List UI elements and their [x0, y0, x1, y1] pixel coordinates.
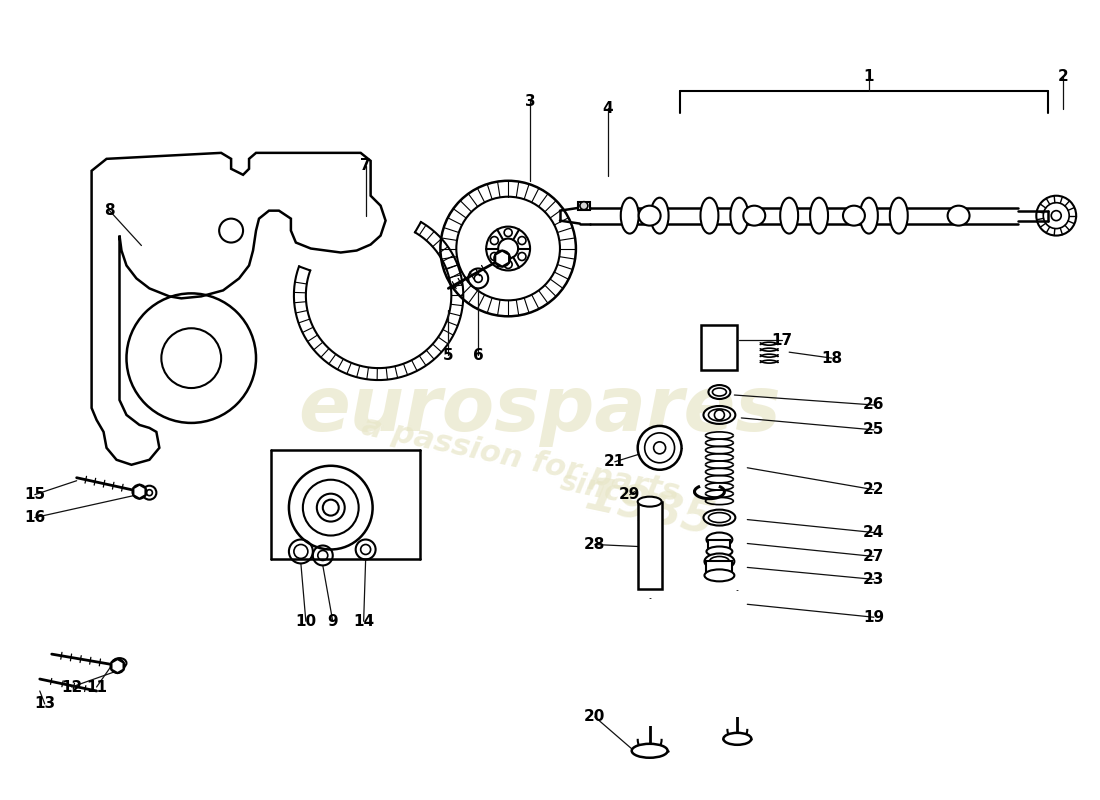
Ellipse shape: [704, 406, 736, 424]
Text: 23: 23: [864, 572, 884, 587]
Ellipse shape: [810, 198, 828, 234]
Ellipse shape: [843, 206, 865, 226]
Ellipse shape: [631, 744, 668, 758]
Text: 3: 3: [525, 94, 536, 109]
Text: since: since: [558, 467, 642, 512]
Text: 7: 7: [361, 158, 371, 174]
Ellipse shape: [860, 198, 878, 234]
Ellipse shape: [650, 198, 669, 234]
Text: 1: 1: [864, 69, 874, 84]
Text: 4: 4: [603, 101, 613, 115]
Ellipse shape: [724, 733, 751, 745]
Text: 11: 11: [86, 679, 107, 694]
Text: 22: 22: [864, 482, 884, 497]
Bar: [706, 562, 733, 575]
Ellipse shape: [639, 206, 661, 226]
Text: 29: 29: [619, 487, 640, 502]
Text: 17: 17: [771, 333, 793, 348]
Text: 12: 12: [60, 679, 82, 694]
Ellipse shape: [704, 554, 735, 570]
Ellipse shape: [890, 198, 908, 234]
Ellipse shape: [620, 198, 639, 234]
Text: 28: 28: [584, 537, 605, 552]
Ellipse shape: [947, 206, 969, 226]
Circle shape: [317, 494, 344, 522]
Text: 19: 19: [864, 610, 884, 625]
Ellipse shape: [706, 546, 733, 557]
Ellipse shape: [704, 570, 735, 582]
Text: 1985: 1985: [581, 474, 718, 546]
Circle shape: [580, 202, 587, 210]
Text: 8: 8: [104, 203, 114, 218]
Ellipse shape: [701, 198, 718, 234]
Circle shape: [322, 500, 339, 515]
Text: 27: 27: [864, 549, 884, 564]
Bar: [578, 202, 590, 210]
Text: 6: 6: [473, 348, 484, 362]
Text: 13: 13: [34, 697, 55, 711]
Circle shape: [219, 218, 243, 242]
Text: 21: 21: [604, 454, 626, 470]
Text: 18: 18: [822, 350, 843, 366]
Ellipse shape: [730, 198, 748, 234]
Text: 2: 2: [1058, 69, 1068, 84]
Bar: [734, 591, 741, 717]
Bar: [646, 599, 653, 726]
Bar: [638, 502, 661, 590]
Polygon shape: [495, 250, 509, 266]
Text: 25: 25: [864, 422, 884, 438]
Ellipse shape: [744, 206, 766, 226]
Text: 20: 20: [584, 710, 605, 724]
Text: 14: 14: [353, 614, 374, 629]
Circle shape: [638, 426, 682, 470]
Text: eurospares: eurospares: [299, 373, 781, 447]
Ellipse shape: [706, 533, 733, 546]
Ellipse shape: [708, 385, 730, 399]
Text: 24: 24: [864, 525, 884, 540]
Polygon shape: [111, 659, 123, 673]
Ellipse shape: [704, 510, 736, 526]
Text: 5: 5: [443, 348, 453, 362]
Text: a passion for parts: a passion for parts: [359, 412, 682, 508]
Polygon shape: [133, 485, 145, 498]
Ellipse shape: [638, 497, 661, 506]
Text: 26: 26: [864, 398, 884, 413]
Text: 10: 10: [295, 614, 317, 629]
Bar: [708, 539, 730, 551]
Polygon shape: [91, 153, 386, 465]
Ellipse shape: [780, 198, 799, 234]
Text: 16: 16: [24, 510, 45, 525]
Text: 15: 15: [24, 487, 45, 502]
Text: 9: 9: [328, 614, 338, 629]
Bar: [702, 326, 737, 370]
